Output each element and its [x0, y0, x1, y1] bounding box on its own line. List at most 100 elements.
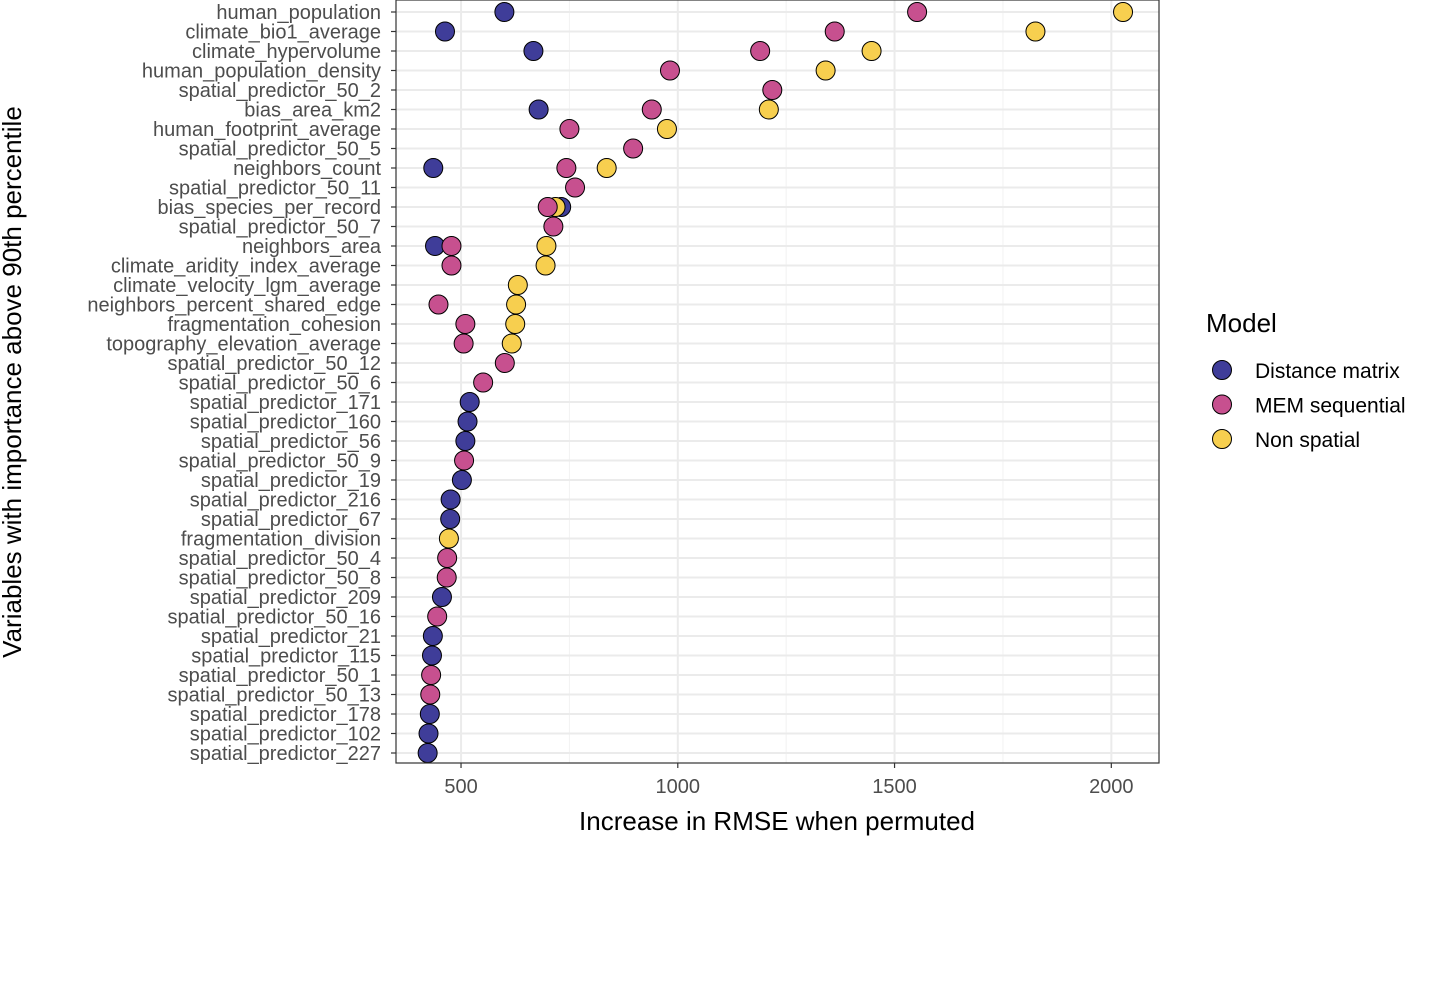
data-point	[440, 489, 461, 510]
data-point	[659, 60, 680, 81]
y-tick-label: spatial_predictor_21	[201, 626, 381, 648]
y-tick-label: climate_bio1_average	[185, 22, 381, 44]
grid-lines	[396, 0, 1159, 763]
data-point	[428, 294, 449, 315]
y-tick-label: human_population	[216, 2, 381, 24]
data-point	[758, 99, 779, 120]
legend: Model Distance matrix MEM sequential Non s…	[1206, 308, 1406, 452]
y-tick-label: neighbors_percent_shared_edge	[87, 295, 381, 317]
legend-key	[1212, 360, 1232, 380]
data-point	[454, 450, 475, 471]
data-point	[436, 567, 457, 588]
data-point	[494, 2, 515, 22]
data-point	[506, 294, 527, 315]
x-tick-label: 2000	[1089, 776, 1134, 798]
y-tick-label: spatial_predictor_50_16	[168, 607, 382, 629]
data-point	[417, 743, 438, 763]
data-point	[421, 645, 442, 666]
y-tick-label: climate_velocity_lgm_average	[113, 275, 381, 297]
x-tick-label: 1500	[872, 776, 917, 798]
data-point	[750, 41, 771, 61]
y-tick-label: fragmentation_cohesion	[168, 314, 381, 336]
data-point	[559, 119, 580, 139]
data-point	[815, 60, 836, 81]
y-tick-label: spatial_predictor_50_11	[169, 178, 381, 200]
y-tick-label: spatial_predictor_50_5	[179, 139, 381, 161]
data-point	[438, 528, 459, 549]
data-point	[537, 197, 558, 217]
y-tick-label: spatial_predictor_67	[201, 509, 381, 531]
data-point	[1113, 2, 1134, 22]
y-tick-label: climate_hypervolume	[192, 41, 381, 63]
data-point	[437, 548, 458, 568]
data-point	[907, 2, 928, 22]
y-tick-label: spatial_predictor_115	[191, 646, 381, 668]
legend-label: Distance matrix	[1255, 360, 1400, 383]
y-tick-label: neighbors_count	[233, 158, 381, 180]
y-tick-label: spatial_predictor_50_9	[179, 451, 381, 473]
y-tick-label: spatial_predictor_50_12	[168, 353, 382, 375]
y-tick-label: human_population_density	[142, 61, 381, 83]
data-point	[451, 470, 472, 490]
y-tick-label: bias_species_per_record	[158, 197, 381, 219]
legend-key	[1212, 429, 1232, 449]
y-tick-label: spatial_predictor_160	[190, 412, 381, 434]
data-point	[535, 255, 556, 276]
y-tick-label: climate_aridity_index_average	[111, 256, 381, 278]
data-points	[417, 2, 1134, 763]
y-tick-label: spatial_predictor_209	[190, 587, 381, 609]
y-tick-label: spatial_predictor_216	[190, 490, 381, 512]
y-tick-label: human_footprint_average	[153, 119, 381, 141]
x-axis-title: Increase in RMSE when permuted	[579, 806, 975, 836]
y-tick-label: spatial_predictor_50_6	[179, 373, 381, 395]
legend-label: MEM sequential	[1255, 395, 1406, 418]
data-point	[824, 21, 845, 42]
data-point	[459, 392, 480, 412]
data-point	[596, 158, 617, 178]
x-tick-label: 500	[444, 776, 477, 798]
data-point	[501, 333, 522, 354]
x-tick-label: 1000	[656, 776, 701, 798]
y-tick-label: spatial_predictor_50_8	[179, 568, 381, 590]
data-point	[418, 723, 439, 744]
data-point	[419, 704, 440, 724]
data-point	[1025, 21, 1046, 42]
y-tick-label: spatial_predictor_50_13	[168, 685, 382, 707]
panel-border	[395, 0, 1160, 764]
legend-key	[1212, 394, 1232, 415]
data-point	[528, 99, 549, 120]
data-point	[420, 684, 441, 705]
data-point	[494, 353, 515, 373]
y-tick-label: spatial_predictor_50_1	[179, 665, 381, 687]
y-tick-label: fragmentation_division	[181, 529, 381, 551]
data-point	[422, 626, 443, 646]
data-point	[455, 431, 476, 451]
y-tick-label: spatial_predictor_50_2	[179, 80, 381, 102]
y-tick-labels: human_populationclimate_bio1_averageclim…	[87, 2, 396, 765]
data-point	[434, 21, 455, 42]
y-tick-label: spatial_predictor_171	[190, 392, 381, 414]
y-tick-label: spatial_predictor_50_4	[179, 548, 381, 570]
data-point	[656, 119, 677, 139]
data-point	[556, 158, 577, 178]
data-point	[505, 314, 526, 334]
data-point	[440, 509, 461, 529]
data-point	[453, 333, 474, 354]
y-tick-label: spatial_predictor_19	[201, 470, 381, 492]
data-point	[455, 314, 476, 334]
data-point	[861, 41, 882, 61]
y-tick-label: spatial_predictor_178	[190, 704, 381, 726]
data-point	[565, 177, 586, 198]
y-tick-label: spatial_predictor_50_7	[179, 217, 381, 239]
y-axis-title: Variables with importance above 90th per…	[0, 106, 27, 658]
data-point	[423, 158, 444, 178]
y-tick-label: topography_elevation_average	[106, 334, 381, 356]
data-point	[431, 587, 452, 607]
y-tick-label: bias_area_km2	[244, 100, 381, 122]
y-tick-label: spatial_predictor_102	[190, 724, 381, 746]
data-point	[641, 99, 662, 120]
x-ticks: 500 1000 1500 2000	[444, 763, 1134, 798]
data-point	[507, 275, 528, 295]
y-tick-label: spatial_predictor_56	[201, 431, 381, 453]
